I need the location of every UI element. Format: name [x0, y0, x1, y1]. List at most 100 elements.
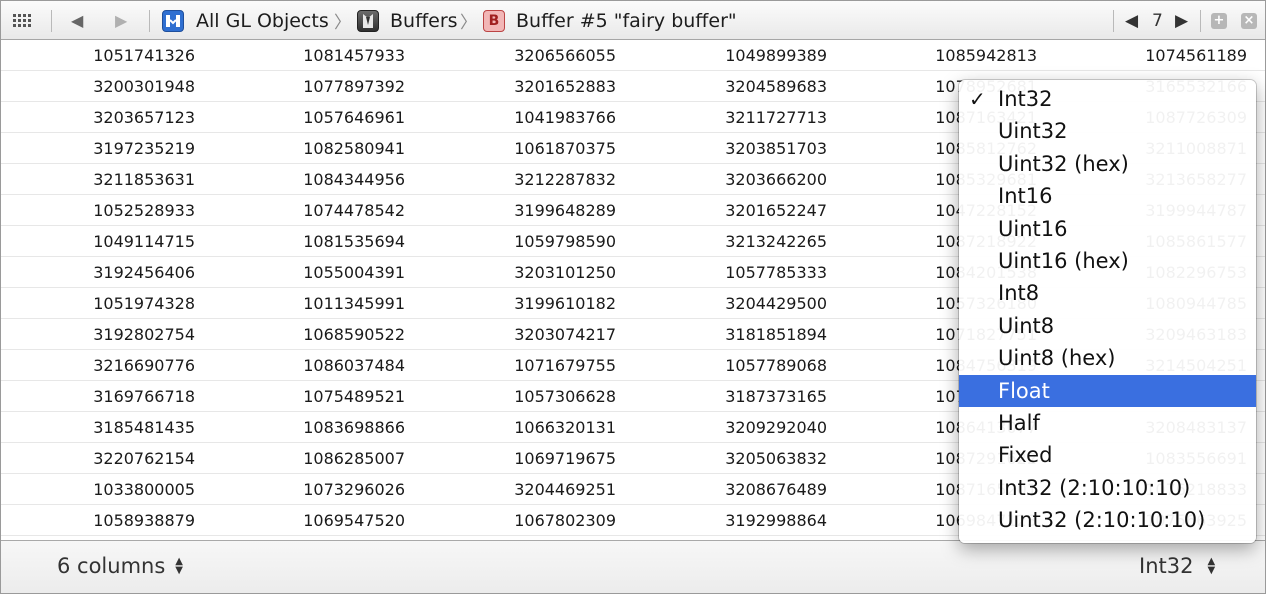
table-cell: 3206566055 — [514, 46, 616, 65]
table-cell: 3192456406 — [93, 263, 195, 282]
menu-item-uint8-hex[interactable]: Uint8 (hex) — [959, 342, 1256, 374]
previous-page-icon[interactable]: ◀ — [1125, 10, 1139, 31]
menu-item-label: Uint8 — [998, 313, 1055, 338]
next-page-icon[interactable]: ▶ — [1175, 10, 1189, 31]
menu-item-label: Fixed — [998, 443, 1053, 468]
chevron-right-icon: 〉 — [334, 13, 351, 33]
table-cell: 3220762154 — [93, 449, 195, 468]
menu-item-fixed[interactable]: Fixed — [959, 439, 1256, 471]
table-cell: 3213242265 — [725, 232, 827, 251]
close-icon[interactable]: × — [1241, 12, 1257, 29]
breadcrumb-buffer-5[interactable]: Buffer #5 "fairy buffer" — [516, 9, 737, 32]
menu-item-label: Int8 — [998, 281, 1040, 306]
breadcrumb — [162, 1, 184, 40]
format-popup-menu: ✓ Int32 Uint32 Uint32 (hex) Int16 Uint16 Uint1… — [959, 80, 1256, 543]
table-cell: 1049899389 — [725, 46, 827, 65]
table-cell: 1066320131 — [514, 418, 616, 437]
menu-item-label: Uint32 (2:10:10:10) — [998, 508, 1206, 533]
menu-item-uint16[interactable]: Uint16 — [959, 213, 1256, 245]
menu-item-int32-2-10-10-10[interactable]: Int32 (2:10:10:10) — [959, 472, 1256, 504]
table-cell: 3211727713 — [725, 108, 827, 127]
table-cell: 3169766718 — [93, 387, 195, 406]
table-cell: 3181851894 — [725, 325, 827, 344]
table-cell: 1051741326 — [93, 46, 195, 65]
menu-item-uint32-2-10-10-10[interactable]: Uint32 (2:10:10:10) — [959, 504, 1256, 536]
separator — [51, 9, 52, 32]
table-cell: 1081457933 — [303, 46, 405, 65]
back-icon[interactable]: ◀ — [71, 11, 84, 30]
table-cell: 1011345991 — [303, 294, 405, 313]
grid-icon[interactable] — [13, 1, 35, 40]
buffers-icon — [357, 9, 379, 32]
menu-item-half[interactable]: Half — [959, 407, 1256, 439]
table-cell: 1057306628 — [514, 387, 616, 406]
breadcrumb-buffers[interactable]: Buffers — [390, 9, 458, 32]
table-cell: 1058938879 — [93, 511, 195, 530]
menu-item-uint16-hex[interactable]: Uint16 (hex) — [959, 245, 1256, 277]
table-cell: 3209292040 — [725, 418, 827, 437]
table-cell: 3204589683 — [725, 77, 827, 96]
table-cell: 1069547520 — [303, 511, 405, 530]
table-cell: 1071679755 — [514, 356, 616, 375]
table-cell: 3216690776 — [93, 356, 195, 375]
table-cell: 3200301948 — [93, 77, 195, 96]
table-cell: 1084344956 — [303, 170, 405, 189]
buffer-badge-icon: B — [483, 9, 505, 32]
menu-item-label: Uint32 — [998, 119, 1068, 144]
menu-item-float[interactable]: Float — [959, 374, 1256, 407]
table-cell: 3204429500 — [725, 294, 827, 313]
table-cell: 1041983766 — [514, 108, 616, 127]
table-cell: 1057785333 — [725, 263, 827, 282]
menu-item-int8[interactable]: Int8 — [959, 277, 1256, 309]
table-cell: 1085942813 — [935, 46, 1037, 65]
table-cell: 1068590522 — [303, 325, 405, 344]
table-cell: 1077897392 — [303, 77, 405, 96]
table-cell: 1081535694 — [303, 232, 405, 251]
table-cell: 1067802309 — [514, 511, 616, 530]
menu-item-label: Uint16 (hex) — [998, 249, 1129, 273]
checkmark-icon: ✓ — [969, 87, 986, 111]
table-cell: 3203657123 — [93, 108, 195, 127]
table-cell: 3212287832 — [514, 170, 616, 189]
menu-item-int16[interactable]: Int16 — [959, 180, 1256, 212]
table-cell: 3211853631 — [93, 170, 195, 189]
table-cell: 3203101250 — [514, 263, 616, 282]
columns-selector[interactable]: 6 columns ▲ ▼ — [57, 554, 183, 578]
table-cell: 3203851703 — [725, 139, 827, 158]
format-selector[interactable]: Int32 ▲ ▼ — [1139, 554, 1215, 578]
breadcrumb-all-gl-objects[interactable]: All GL Objects — [196, 9, 329, 32]
table-cell: 3199610182 — [514, 294, 616, 313]
table-cell: 1051974328 — [93, 294, 195, 313]
table-cell: 3192998864 — [725, 511, 827, 530]
table-cell: 3205063832 — [725, 449, 827, 468]
add-icon[interactable]: + — [1211, 12, 1227, 29]
menu-item-label: Half — [998, 411, 1040, 435]
menu-item-label: Int16 — [998, 184, 1053, 209]
menu-item-uint32-hex[interactable]: Uint32 (hex) — [959, 148, 1256, 180]
table-row[interactable]: 1051741326 1081457933 3206566055 1049899389… — [1, 41, 1265, 71]
separator — [1113, 9, 1114, 32]
columns-label: 6 columns — [57, 554, 166, 578]
menu-item-int32[interactable]: ✓ Int32 — [959, 83, 1256, 115]
forward-icon[interactable]: ▶ — [115, 11, 128, 30]
table-cell: 1061870375 — [514, 139, 616, 158]
table-cell: 1059798590 — [514, 232, 616, 251]
gl-objects-icon — [162, 9, 184, 32]
up-down-stepper-icon: ▲ ▼ — [175, 556, 183, 576]
table-cell: 1083698866 — [303, 418, 405, 437]
table-cell: 3203666200 — [725, 170, 827, 189]
menu-item-uint8[interactable]: Uint8 — [959, 310, 1256, 342]
up-down-stepper-icon: ▲ ▼ — [1207, 556, 1216, 576]
bottom-bar: 6 columns ▲ ▼ Int32 ▲ ▼ — [1, 540, 1265, 593]
separator — [1200, 9, 1201, 32]
jump-bar: ◀ ▶ All GL Objects 〉 Buffers 〉 — [1, 1, 1265, 40]
table-cell: 1057646961 — [303, 108, 405, 127]
table-cell: 3199648289 — [514, 201, 616, 220]
table-cell: 3185481435 — [93, 418, 195, 437]
menu-item-label: Float — [998, 378, 1050, 403]
table-cell: 3201652883 — [514, 77, 616, 96]
chevron-right-icon: 〉 — [460, 13, 477, 33]
menu-item-uint32[interactable]: Uint32 — [959, 115, 1256, 147]
table-cell: 1052528933 — [93, 201, 195, 220]
